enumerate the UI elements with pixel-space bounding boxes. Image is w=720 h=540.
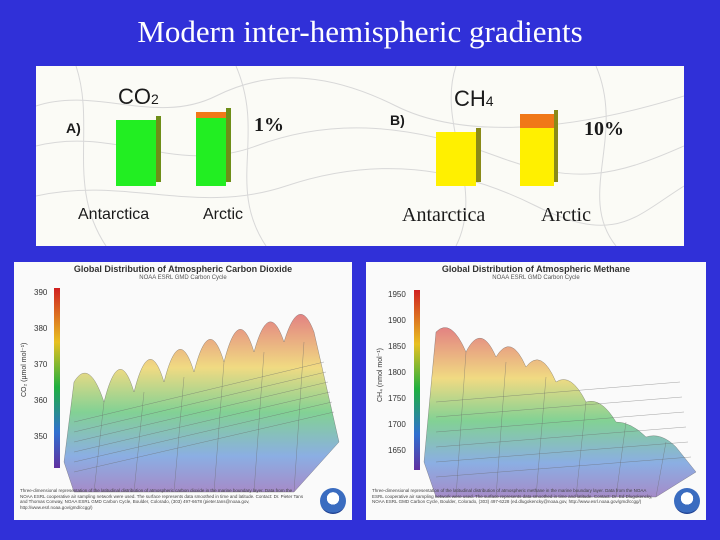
panel-b-label: B) bbox=[390, 112, 405, 128]
co2-arctic-label: Arctic bbox=[203, 206, 243, 223]
ch4-gas-label: CH4 bbox=[454, 86, 494, 112]
ch4-chart-title: Global Distribution of Atmospheric Metha… bbox=[441, 264, 631, 274]
ch4-chart-caption: Three-dimensional representation of the … bbox=[372, 488, 653, 504]
ch4-gas-name: CH bbox=[454, 86, 486, 111]
ch4-gas-subscript: 4 bbox=[485, 93, 494, 109]
co2-chart-caption: Three-dimensional representation of the … bbox=[20, 488, 304, 510]
ch4-tick-4: 1750 bbox=[388, 394, 406, 403]
ch4-tick-6: 1650 bbox=[388, 446, 406, 455]
co2-chart-title: Global Distribution of Atmospheric Carbo… bbox=[73, 264, 293, 274]
co2-gas-label: CO2 bbox=[118, 84, 159, 110]
noaa-logo bbox=[674, 488, 700, 514]
co2-surface-plot bbox=[54, 288, 340, 493]
ch4-tick-5: 1700 bbox=[388, 420, 406, 429]
ch4-chart-subtitle: NOAA ESRL GMD Carbon Cycle bbox=[492, 275, 580, 281]
co2-distribution-chart: Global Distribution of Atmospheric Carbo… bbox=[14, 262, 352, 520]
slide-title: Modern inter-hemispheric gradients bbox=[137, 14, 583, 49]
co2-arctic-bar bbox=[196, 118, 226, 186]
co2-antarctica-bar bbox=[116, 120, 156, 186]
panel-a-label: A) bbox=[66, 120, 81, 136]
co2-antarctica-bar-side bbox=[156, 116, 161, 182]
co2-tick-3: 360 bbox=[34, 396, 48, 405]
co2-tick-4: 350 bbox=[34, 432, 48, 441]
ch4-antarctica-label: Antarctica bbox=[402, 204, 486, 226]
co2-chart-subtitle: NOAA ESRL GMD Carbon Cycle bbox=[139, 275, 227, 281]
ch4-difference-label: 10% bbox=[584, 118, 624, 140]
co2-antarctica-label: Antarctica bbox=[78, 206, 150, 223]
ch4-tick-1: 1900 bbox=[388, 316, 406, 325]
co2-tick-2: 370 bbox=[34, 360, 48, 369]
ch4-arctic-bar bbox=[520, 128, 554, 186]
ch4-arctic-bar-cap bbox=[520, 114, 554, 128]
co2-arctic-bar-side bbox=[226, 108, 231, 182]
ch4-antarctica-bar-side bbox=[476, 128, 481, 182]
ch4-arctic-label: Arctic bbox=[541, 204, 591, 226]
ch4-arctic-bar-side bbox=[554, 110, 558, 182]
co2-tick-0: 390 bbox=[34, 288, 48, 297]
ch4-tick-3: 1800 bbox=[388, 368, 406, 377]
gradient-bars-panel: A) CO2 1% Antarctica Arctic B) CH4 10% A… bbox=[36, 66, 684, 246]
ch4-tick-2: 1850 bbox=[388, 342, 406, 351]
noaa-logo bbox=[320, 488, 346, 514]
ch4-surface-plot bbox=[414, 290, 697, 498]
co2-gas-name: CO bbox=[118, 84, 151, 109]
co2-arctic-bar-cap bbox=[196, 112, 226, 118]
ch4-distribution-chart: Global Distribution of Atmospheric Metha… bbox=[366, 262, 706, 520]
ch4-tick-0: 1950 bbox=[388, 290, 406, 299]
co2-difference-label: 1% bbox=[254, 114, 284, 136]
ch4-antarctica-bar bbox=[436, 132, 476, 186]
co2-gas-subscript: 2 bbox=[151, 91, 159, 107]
co2-tick-1: 380 bbox=[34, 324, 48, 333]
